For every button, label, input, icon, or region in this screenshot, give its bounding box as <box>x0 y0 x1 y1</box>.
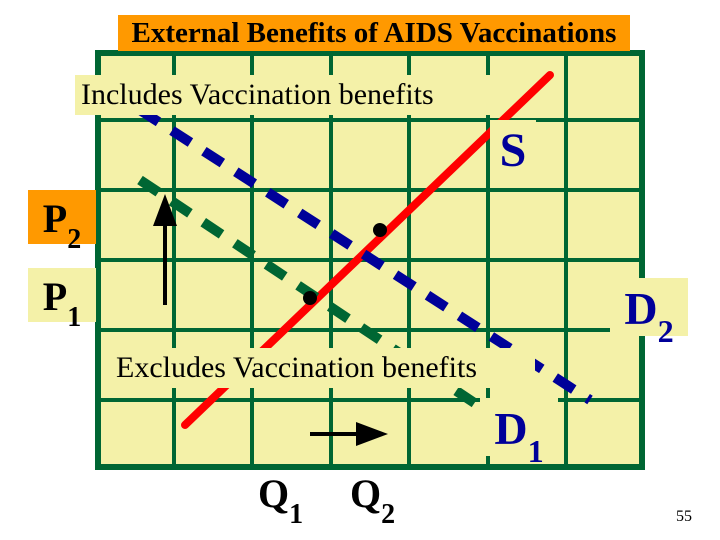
demand2-label: D2 <box>610 278 688 336</box>
excludes-caption: Excludes Vaccination benefits <box>110 348 535 388</box>
slide-title-text: External Benefits of AIDS Vaccinations <box>132 17 617 49</box>
includes-caption: Includes Vaccination benefits <box>75 75 490 115</box>
slide: { "canvas": { "width": 720, "height": 54… <box>0 0 720 540</box>
price-label-p2: P2 <box>28 190 96 244</box>
supply-label: S <box>490 120 536 178</box>
quantity-label-q1: Q1 <box>258 470 303 517</box>
demand1-label: D1 <box>480 398 558 456</box>
price-label-p1: P1 <box>28 268 96 322</box>
slide-number: 55 <box>676 508 692 526</box>
quantity-label-q2: Q2 <box>350 470 395 517</box>
includes-caption-text: Includes Vaccination benefits <box>81 78 434 111</box>
excludes-caption-text: Excludes Vaccination benefits <box>116 351 477 384</box>
slide-title: External Benefits of AIDS Vaccinations <box>118 15 630 51</box>
